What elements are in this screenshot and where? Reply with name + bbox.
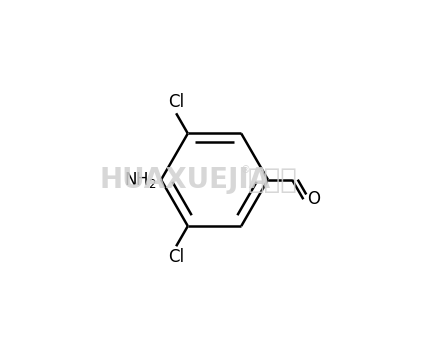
Text: NH$_2$: NH$_2$ <box>124 170 157 190</box>
Text: HUAXUEJIA: HUAXUEJIA <box>99 166 271 194</box>
Text: Cl: Cl <box>168 93 184 111</box>
Text: Cl: Cl <box>168 248 184 266</box>
Text: O: O <box>307 190 319 208</box>
Text: ®: ® <box>241 165 250 175</box>
Text: 化学加: 化学加 <box>247 166 297 194</box>
